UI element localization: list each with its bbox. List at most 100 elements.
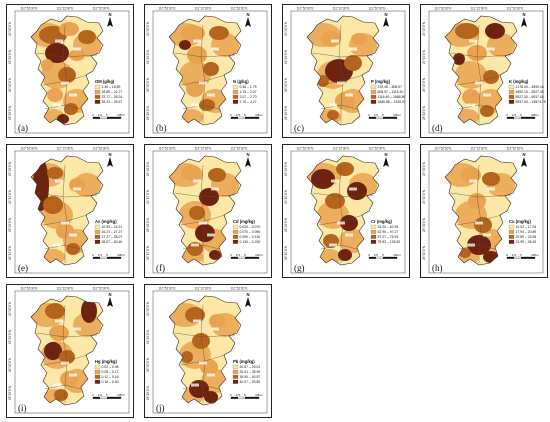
latitude-tick-label: 28°15'0"N (8, 105, 12, 120)
concentration-zone (44, 342, 62, 360)
legend-swatch (232, 364, 239, 369)
legend-class-label: 0.08 – 0.12 (102, 370, 119, 374)
region-outline (306, 15, 380, 126)
scale-bar-segment (521, 257, 535, 259)
latitude-tick-label: 29°45'0"N (284, 21, 288, 36)
district-boundaries (450, 164, 512, 263)
concentration-zone (208, 168, 226, 182)
north-label: N (384, 152, 387, 157)
legend-class-label: 6937.05 – 13874.75 (516, 100, 546, 104)
latitude-tick-label: 29°45'0"N (422, 161, 426, 176)
town-label-marker (469, 39, 477, 43)
legend-swatch (508, 224, 515, 229)
region-outline (30, 295, 104, 406)
concentration-zone (47, 167, 63, 179)
latitude-tick-label: 29°15'0"N (8, 189, 12, 204)
scale-bar-label: 10Km (531, 253, 539, 257)
legend-class-label: 29.01 – 35.90 (240, 370, 261, 374)
latitude-tick-label: 29°45'0"N (8, 301, 12, 316)
scale-bar-segment (107, 117, 121, 119)
concentration-zone (185, 307, 205, 323)
concentration-zone (325, 193, 345, 209)
north-arrow-icon (245, 17, 251, 27)
district-boundaries (174, 24, 236, 123)
legend-swatch (232, 84, 239, 89)
concentration-zone (474, 217, 492, 233)
north-label: N (108, 12, 111, 17)
town-label-marker (207, 233, 215, 237)
concentration-zone (59, 350, 75, 364)
scale-bar-label: 10Km (393, 253, 401, 257)
latitude-tick-label: 28°15'0"N (8, 385, 12, 400)
latitude-tick-label: 28°45'0"N (422, 217, 426, 232)
scale-bar-label: 0 (230, 113, 232, 117)
concentration-zone (179, 40, 191, 50)
concentration-zone (181, 351, 193, 363)
latitude-tick-label: 28°45'0"N (146, 357, 150, 372)
map-panel-h: 110°52'30"E 111°22'30"E 111°52'30"E 29°45'0… (420, 144, 548, 278)
latitude-tick-label: 29°15'0"N (284, 49, 288, 64)
longitude-tick-label: 111°22'30"E (470, 7, 487, 11)
latitude-tick-label: 29°15'0"N (8, 329, 12, 344)
north-arrow-icon (521, 157, 527, 167)
longitude-tick-label: 110°52'30"E (434, 147, 451, 151)
legend-swatch (94, 94, 101, 99)
town-label-marker (73, 187, 81, 191)
latitude-tick-label: 29°15'0"N (8, 49, 12, 64)
legend-class-label: 0.090 – 0.130 (240, 235, 261, 239)
scale-bar-label: 5 (520, 113, 522, 117)
concentration-zone (64, 103, 78, 115)
latitude-tick-label: 28°15'0"N (146, 245, 150, 260)
scale-bar-segment (521, 117, 535, 119)
legend-swatch (508, 84, 515, 89)
legend-class-label: 0.070 – 0.090 (240, 230, 261, 234)
legend-swatch (370, 234, 377, 239)
town-label-marker (329, 243, 337, 247)
longitude-tick-label: 111°52'30"E (230, 287, 247, 291)
concentration-zone (81, 299, 97, 323)
legend-class-label: 0.16 – 0.40 (102, 380, 119, 384)
map-panel-svg: 110°52'30"E 111°22'30"E 111°52'30"E 29°45'0… (146, 147, 268, 274)
town-label-marker (207, 93, 215, 97)
legend-swatch (232, 234, 239, 239)
legend-class-label: 5527.30 – 6937.05 (516, 95, 544, 99)
legend-swatch (232, 374, 239, 379)
longitude-tick-label: 110°52'30"E (20, 7, 37, 11)
map-panel-svg: 110°52'30"E 111°22'30"E 111°52'30"E 29°45'0… (284, 147, 406, 274)
scale-bar-segment (231, 117, 238, 119)
district-boundaries (174, 304, 236, 403)
scale-bar-label: 5 (244, 113, 246, 117)
concentration-zone (482, 172, 500, 186)
scale-bar-label: 10Km (531, 113, 539, 117)
legend-title: Cu (mg/kg) (509, 219, 531, 224)
latitude-tick-label: 29°15'0"N (146, 49, 150, 64)
map-frame (290, 10, 406, 134)
concentration-zone (195, 224, 215, 242)
map-panel-i: 110°52'30"E 111°22'30"E 111°52'30"E 29°45'0… (6, 284, 134, 418)
concentration-zone (340, 215, 358, 231)
scale-bar-segment (93, 117, 100, 119)
longitude-tick-label: 111°52'30"E (506, 7, 523, 11)
legend-title: Cd (mg/kg) (233, 219, 255, 224)
town-label-marker (211, 47, 219, 51)
legend-title: Cr (mg/kg) (371, 219, 393, 224)
scale-bar-segment (245, 397, 259, 399)
concentration-zone (338, 249, 352, 261)
north-label: N (522, 152, 525, 157)
legend-class-label: 1116.40 – 1686.86 (378, 95, 406, 99)
scale-bar-label: 5 (244, 253, 246, 257)
map-panel-svg: 110°52'30"E 111°22'30"E 111°52'30"E 29°45'0… (422, 147, 544, 274)
concentration-zone (56, 223, 74, 239)
longitude-tick-label: 110°52'30"E (20, 147, 37, 151)
concentration-zone (459, 248, 471, 258)
panel-label: (a) (18, 123, 28, 133)
north-label: N (384, 12, 387, 17)
legend-swatch (508, 94, 515, 99)
legend-class-label: 20.89 – 23.99 (516, 235, 537, 239)
scale-bar-segment (369, 117, 376, 119)
map-panel-svg: 110°52'30"E 111°22'30"E 111°52'30"E 29°45'0… (8, 147, 130, 274)
town-label-marker (199, 81, 207, 85)
scale-bar-label: 0 (92, 113, 94, 117)
longitude-tick-label: 111°22'30"E (56, 287, 73, 291)
